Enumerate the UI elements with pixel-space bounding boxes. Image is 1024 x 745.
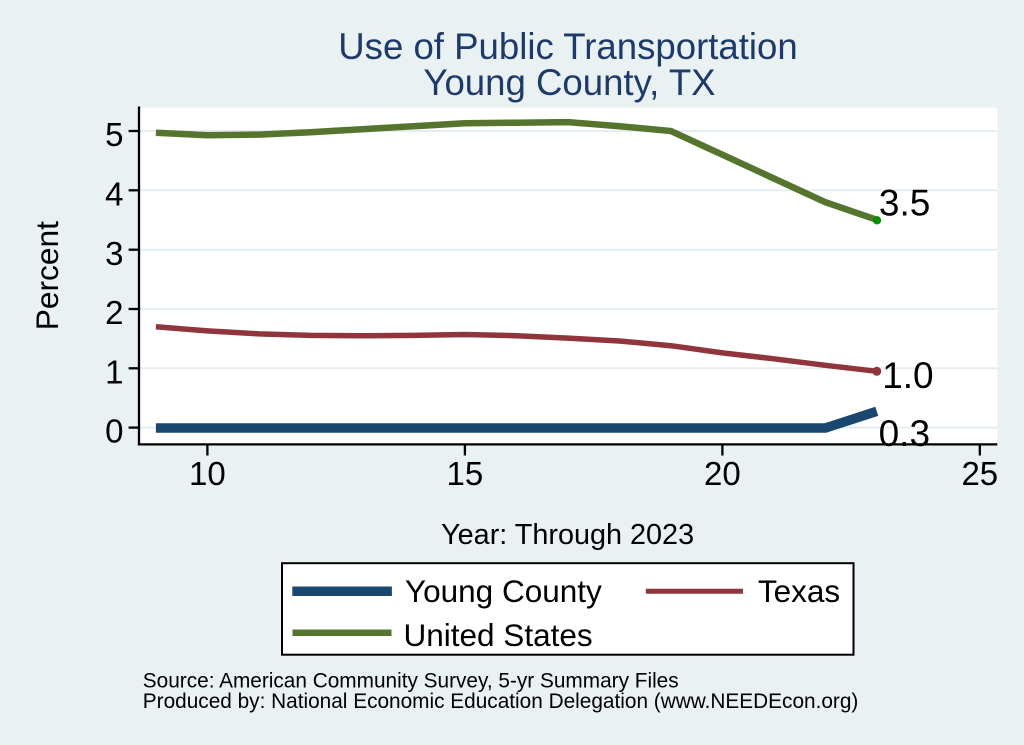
svg-text:Percent: Percent xyxy=(29,221,65,330)
svg-text:1.0: 1.0 xyxy=(882,355,933,396)
svg-text:Young County, TX: Young County, TX xyxy=(423,62,715,103)
svg-text:Use of Public Transportation: Use of Public Transportation xyxy=(338,26,798,67)
svg-text:0.3: 0.3 xyxy=(879,413,930,454)
svg-text:0: 0 xyxy=(105,413,123,450)
svg-text:10: 10 xyxy=(189,455,226,492)
svg-text:5: 5 xyxy=(105,116,123,153)
svg-text:3: 3 xyxy=(105,235,123,272)
svg-text:Produced by: National Economic: Produced by: National Economic Education… xyxy=(143,690,859,713)
svg-text:Year: Through 2023: Year: Through 2023 xyxy=(441,519,694,551)
svg-text:4: 4 xyxy=(105,175,123,212)
svg-text:Texas: Texas xyxy=(758,573,840,609)
svg-text:20: 20 xyxy=(704,455,741,492)
svg-text:25: 25 xyxy=(961,455,998,492)
svg-text:3.5: 3.5 xyxy=(879,183,930,224)
svg-text:15: 15 xyxy=(447,455,484,492)
svg-text:Young County: Young County xyxy=(405,573,602,609)
svg-text:United States: United States xyxy=(404,617,593,653)
svg-text:2: 2 xyxy=(105,294,123,331)
svg-text:Source: American Community Sur: Source: American Community Survey, 5-yr … xyxy=(143,670,679,693)
svg-text:1: 1 xyxy=(105,353,123,390)
